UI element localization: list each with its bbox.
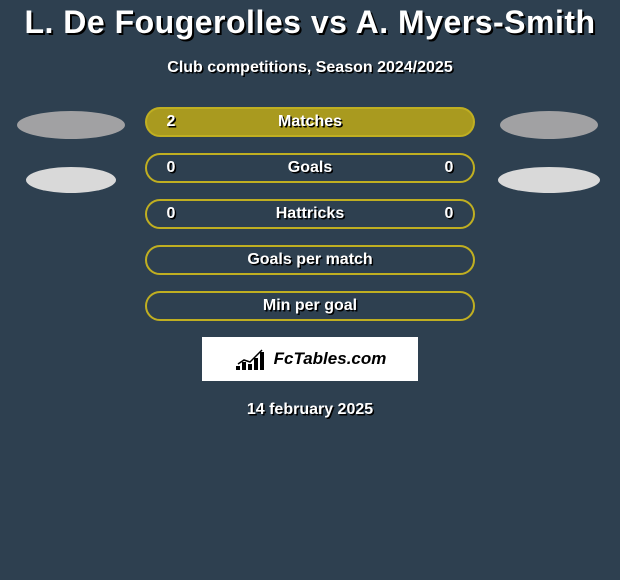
- stat-left-value: 0: [161, 159, 181, 177]
- stat-bar: 0Goals0: [145, 153, 475, 183]
- stat-label: Matches: [147, 113, 473, 131]
- subtitle: Club competitions, Season 2024/2025: [0, 59, 620, 77]
- date-text: 14 february 2025: [0, 401, 620, 419]
- stat-bars: 2Matches0Goals00Hattricks0Goals per matc…: [141, 107, 479, 321]
- stat-right-value: 0: [439, 159, 459, 177]
- stat-bar: 2Matches: [145, 107, 475, 137]
- left-player-column: [1, 107, 141, 193]
- stat-label: Hattricks: [147, 205, 473, 223]
- attribution-text: FcTables.com: [274, 349, 387, 369]
- vs-separator: vs: [311, 4, 348, 40]
- player-left-name: L. De Fougerolles: [24, 4, 301, 40]
- player-right-name: A. Myers-Smith: [356, 4, 596, 40]
- stat-label: Goals per match: [147, 251, 473, 269]
- player-placeholder-ellipse: [26, 167, 116, 193]
- root: L. De Fougerolles vs A. Myers-Smith Club…: [0, 0, 620, 419]
- player-placeholder-ellipse: [17, 111, 125, 139]
- stat-area: 2Matches0Goals00Hattricks0Goals per matc…: [0, 107, 620, 321]
- stat-label: Goals: [147, 159, 473, 177]
- player-placeholder-ellipse: [498, 167, 600, 193]
- bar-chart-icon: [234, 348, 268, 370]
- stat-left-value: 2: [161, 113, 181, 131]
- stat-left-value: 0: [161, 205, 181, 223]
- player-placeholder-ellipse: [500, 111, 598, 139]
- attribution-badge: FcTables.com: [202, 337, 418, 381]
- stat-bar: 0Hattricks0: [145, 199, 475, 229]
- stat-bar: Goals per match: [145, 245, 475, 275]
- stat-bar: Min per goal: [145, 291, 475, 321]
- page-title: L. De Fougerolles vs A. Myers-Smith: [0, 4, 620, 41]
- stat-label: Min per goal: [147, 297, 473, 315]
- stat-right-value: 0: [439, 205, 459, 223]
- right-player-column: [479, 107, 619, 193]
